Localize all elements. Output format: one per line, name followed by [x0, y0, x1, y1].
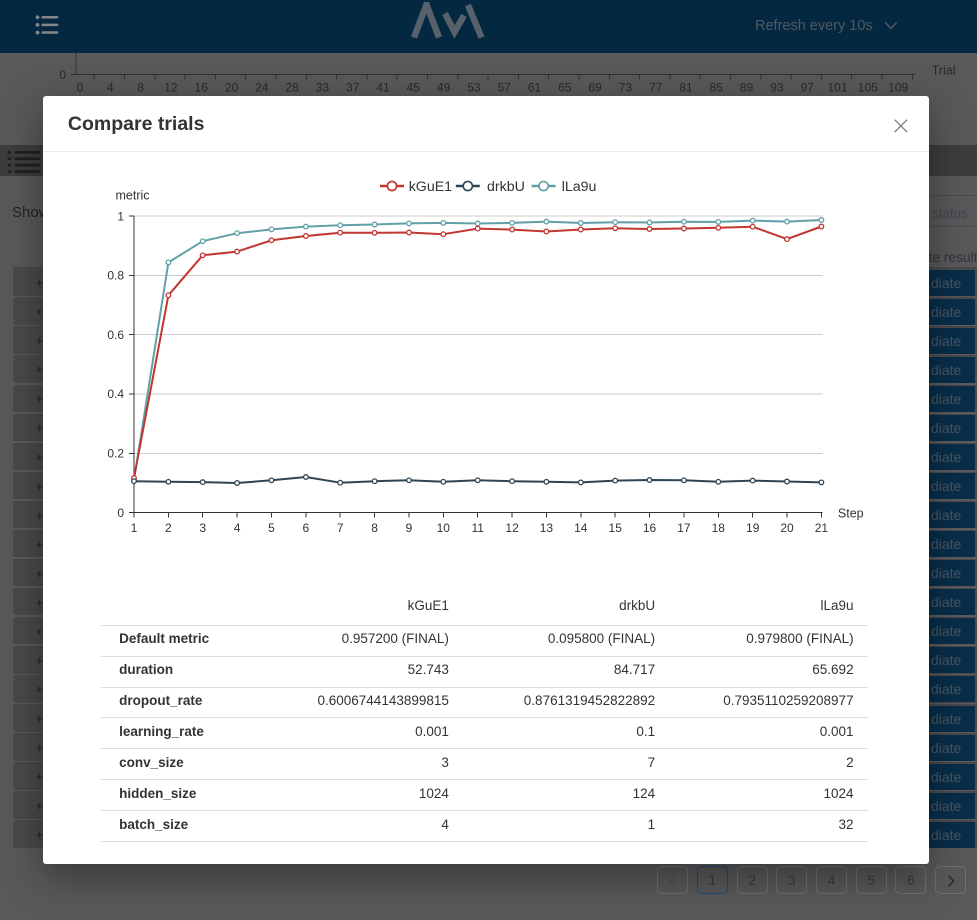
svg-text:12: 12: [164, 81, 178, 95]
svg-text:1: 1: [131, 521, 138, 535]
svg-text:45: 45: [407, 81, 421, 95]
svg-text:Trial: Trial: [932, 64, 956, 78]
svg-text:13: 13: [540, 521, 554, 535]
svg-text:33: 33: [316, 81, 330, 95]
svg-text:9: 9: [406, 521, 413, 535]
svg-text:18: 18: [712, 521, 726, 535]
svg-text:89: 89: [740, 81, 754, 95]
svg-text:81: 81: [679, 81, 693, 95]
svg-text:21: 21: [815, 521, 829, 535]
svg-text:0.4: 0.4: [107, 387, 124, 401]
svg-text:20: 20: [225, 81, 239, 95]
svg-text:7: 7: [337, 521, 344, 535]
svg-text:65: 65: [558, 81, 572, 95]
svg-text:19: 19: [746, 521, 760, 535]
svg-text:2: 2: [165, 521, 172, 535]
svg-text:0: 0: [117, 506, 124, 520]
svg-text:16: 16: [643, 521, 657, 535]
svg-text:3: 3: [199, 521, 206, 535]
svg-text:8: 8: [137, 81, 144, 95]
svg-text:4: 4: [107, 81, 114, 95]
svg-text:49: 49: [437, 81, 451, 95]
svg-text:10: 10: [437, 521, 451, 535]
svg-text:73: 73: [619, 81, 633, 95]
svg-text:0: 0: [77, 81, 84, 95]
svg-text:101: 101: [827, 81, 847, 95]
svg-text:drkbU: drkbU: [487, 179, 525, 195]
svg-text:0.2: 0.2: [107, 447, 124, 461]
svg-text:6: 6: [302, 521, 309, 535]
svg-text:11: 11: [471, 521, 484, 535]
svg-text:37: 37: [346, 81, 360, 95]
svg-text:85: 85: [710, 81, 724, 95]
svg-text:Step: Step: [838, 507, 864, 521]
svg-text:16: 16: [195, 81, 209, 95]
svg-text:1: 1: [117, 210, 124, 224]
svg-text:77: 77: [649, 81, 663, 95]
svg-text:8: 8: [371, 521, 378, 535]
svg-text:24: 24: [255, 81, 269, 95]
svg-text:12: 12: [505, 521, 519, 535]
svg-text:0.8: 0.8: [107, 269, 124, 283]
svg-text:97: 97: [801, 81, 815, 95]
svg-text:93: 93: [770, 81, 784, 95]
svg-text:kGuE1: kGuE1: [409, 179, 452, 195]
svg-text:109: 109: [888, 81, 908, 95]
svg-text:61: 61: [528, 81, 542, 95]
svg-text:14: 14: [574, 521, 588, 535]
svg-text:0.6: 0.6: [107, 328, 124, 342]
svg-text:41: 41: [376, 81, 390, 95]
svg-text:0: 0: [59, 68, 66, 82]
svg-text:lLa9u: lLa9u: [562, 179, 597, 195]
svg-text:57: 57: [498, 81, 512, 95]
svg-text:105: 105: [858, 81, 878, 95]
svg-text:metric: metric: [115, 189, 149, 203]
svg-text:5: 5: [268, 521, 275, 535]
svg-text:17: 17: [677, 521, 691, 535]
svg-text:69: 69: [588, 81, 602, 95]
svg-text:20: 20: [780, 521, 794, 535]
svg-text:28: 28: [285, 81, 299, 95]
svg-text:53: 53: [467, 81, 481, 95]
svg-text:15: 15: [608, 521, 622, 535]
svg-text:4: 4: [234, 521, 241, 535]
